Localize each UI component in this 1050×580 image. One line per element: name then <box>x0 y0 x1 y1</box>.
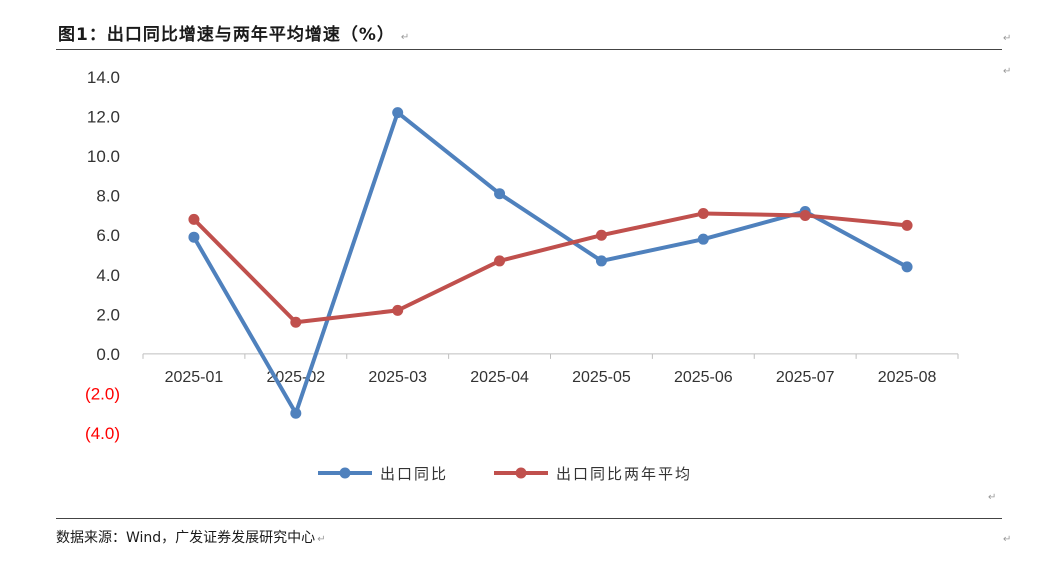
series-2-point <box>901 219 913 231</box>
y-tick-label: 0.0 <box>96 345 120 364</box>
paragraph-mark: ↵ <box>1003 66 1012 77</box>
series-1-point <box>392 107 404 119</box>
y-tick-label: (2.0) <box>85 384 120 403</box>
series-1-point <box>595 255 607 267</box>
y-tick-label: 14.0 <box>87 68 120 87</box>
x-tick-label: 2025-03 <box>368 369 427 386</box>
series-1-point <box>290 407 302 419</box>
source-note: 数据来源：Wind，广发证券发展研究中心 ↵ <box>56 530 326 546</box>
title-rule <box>56 49 1002 50</box>
paragraph-mark: ↵ <box>1003 33 1012 44</box>
y-tick-label: 6.0 <box>96 226 120 245</box>
series-2-point <box>799 209 811 221</box>
series-line-2 <box>191 211 910 325</box>
legend-label: 出口同比两年平均 <box>556 465 692 483</box>
y-tick-label: 8.0 <box>96 187 120 206</box>
series-1-point <box>901 261 913 273</box>
source-rule <box>56 518 1002 519</box>
y-tick-label: 4.0 <box>96 266 120 285</box>
x-tick-label: 2025-01 <box>165 369 224 386</box>
series-2-point <box>290 316 302 328</box>
legend-swatch-marker <box>515 467 527 479</box>
figure-title: 图1：出口同比增速与两年平均增速（%） ↵ <box>58 25 411 45</box>
series-2-point <box>697 207 709 219</box>
x-tick-label: 2025-04 <box>470 369 529 386</box>
paragraph-mark: ↵ <box>988 492 997 503</box>
series-2-point <box>494 255 506 267</box>
series-1-point <box>494 188 506 200</box>
x-tick-label: 2025-05 <box>572 369 631 386</box>
y-tick-label: 10.0 <box>87 147 120 166</box>
x-tick-label: 2025-07 <box>776 369 835 386</box>
series-2-point <box>595 229 607 241</box>
y-tick-label: 12.0 <box>87 108 120 127</box>
y-tick-label: (4.0) <box>85 424 120 443</box>
legend-swatch-marker <box>339 467 351 479</box>
x-tick-label: 2025-08 <box>878 369 937 386</box>
paragraph-mark: ↵ <box>1003 534 1012 545</box>
y-tick-label: 2.0 <box>96 305 120 324</box>
series-1-point <box>697 233 709 245</box>
series-2-point <box>188 213 200 225</box>
x-tick-label: 2025-06 <box>674 369 733 386</box>
series-2-point <box>392 304 404 316</box>
series-1-point <box>188 231 200 243</box>
legend-label: 出口同比 <box>380 465 448 483</box>
